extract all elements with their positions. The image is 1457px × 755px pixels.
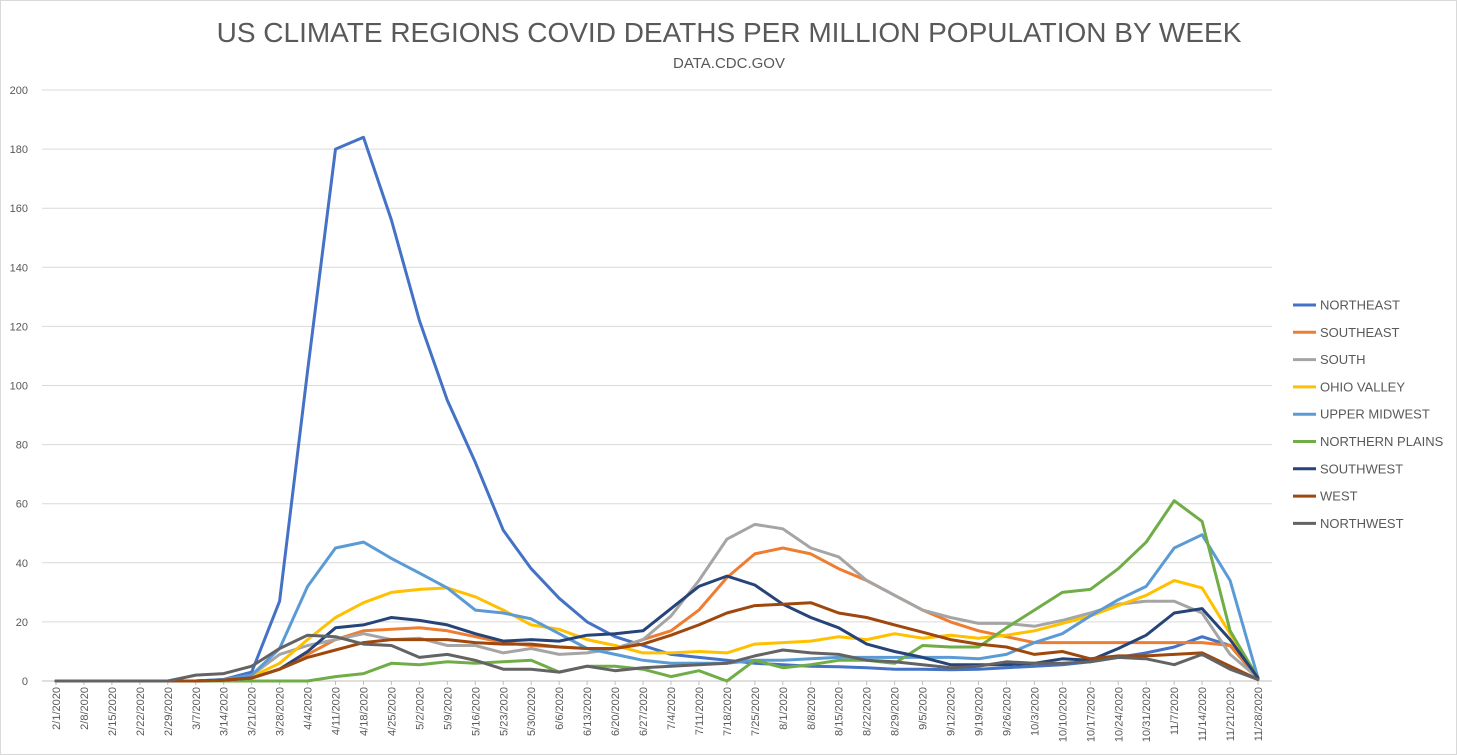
x-tick-label: 8/8/2020: [806, 687, 818, 730]
y-tick-label: 0: [22, 676, 28, 688]
y-tick-label: 20: [16, 617, 28, 629]
legend-label: WEST: [1320, 489, 1358, 504]
series-line-ohio-valley: [54, 579, 1260, 683]
x-tick-label: 2/1/2020: [51, 687, 63, 730]
x-tick-label: 2/15/2020: [107, 687, 119, 736]
y-tick-label: 140: [10, 262, 28, 274]
x-tick-label: 5/16/2020: [470, 687, 482, 736]
legend-label: OHIO VALLEY: [1320, 379, 1405, 394]
x-tick-label: 4/25/2020: [386, 687, 398, 736]
x-tick-label: 9/12/2020: [946, 687, 958, 736]
gridlines: [42, 89, 1272, 682]
x-tick-label: 11/21/2020: [1225, 687, 1237, 741]
x-tick-label: 8/29/2020: [890, 687, 902, 736]
x-tick-label: 9/19/2020: [973, 687, 985, 736]
x-tick-label: 4/18/2020: [358, 687, 370, 736]
x-tick-label: 6/20/2020: [610, 687, 622, 736]
x-tick-label: 6/13/2020: [582, 687, 594, 736]
x-tick-label: 11/7/2020: [1169, 687, 1181, 735]
y-tick-label: 180: [10, 144, 28, 156]
x-tick-label: 10/31/2020: [1141, 687, 1153, 742]
x-tick-label: 11/14/2020: [1197, 687, 1209, 741]
series-lines: [54, 135, 1260, 683]
legend-label: NORTHERN PLAINS: [1320, 434, 1444, 449]
x-tick-label: 4/4/2020: [303, 687, 315, 730]
legend-label: SOUTHWEST: [1320, 461, 1403, 476]
y-tick-label: 80: [16, 440, 28, 452]
x-tick-label: 10/10/2020: [1057, 687, 1069, 742]
x-tick-label: 8/22/2020: [862, 687, 874, 736]
legend-label: SOUTHEAST: [1320, 325, 1400, 340]
x-tick-label: 2/29/2020: [163, 687, 175, 736]
x-tick-label: 7/11/2020: [694, 687, 706, 735]
y-tick-label: 100: [10, 381, 28, 393]
x-tick-label: 10/17/2020: [1085, 687, 1097, 742]
x-tick-label: 3/28/2020: [275, 687, 287, 736]
x-tick-label: 7/4/2020: [666, 687, 678, 730]
x-tick-label: 9/5/2020: [918, 687, 930, 730]
series-line-south: [54, 522, 1260, 683]
series-line-northeast: [54, 135, 1260, 683]
x-tick-label: 5/2/2020: [414, 687, 426, 730]
x-tick-label: 6/6/2020: [554, 687, 566, 730]
x-tick-label: 2/8/2020: [79, 687, 91, 730]
x-tick-label: 5/30/2020: [526, 687, 538, 736]
chart-title: US CLIMATE REGIONS COVID DEATHS PER MILL…: [217, 17, 1242, 48]
y-tick-label: 120: [10, 321, 28, 333]
chart-subtitle: DATA.CDC.GOV: [673, 55, 785, 72]
x-tick-label: 7/18/2020: [722, 687, 734, 736]
x-tick-label: 11/28/2020: [1253, 687, 1265, 741]
x-tick-label: 9/26/2020: [1001, 687, 1013, 736]
x-tick-label: 10/24/2020: [1113, 687, 1125, 742]
series-line-west: [54, 601, 1260, 683]
x-tick-label: 5/23/2020: [498, 687, 510, 736]
series-line-northern-plains: [54, 499, 1260, 683]
y-tick-label: 60: [16, 499, 28, 511]
x-tick-label: 10/3/2020: [1029, 687, 1041, 736]
x-tick-label: 5/9/2020: [442, 687, 454, 730]
legend-label: NORTHWEST: [1320, 516, 1404, 531]
x-tick-label: 3/7/2020: [191, 687, 203, 730]
x-tick-label: 4/11/2020: [331, 687, 343, 735]
y-tick-label: 160: [10, 203, 28, 215]
x-tick-label: 6/27/2020: [638, 687, 650, 736]
y-tick-label: 40: [16, 558, 28, 570]
legend-label: SOUTH: [1320, 352, 1366, 367]
x-tick-label: 8/1/2020: [778, 687, 790, 730]
series-line-northwest: [54, 633, 1260, 683]
x-tick-label: 3/14/2020: [219, 687, 231, 736]
x-tick-label: 8/15/2020: [834, 687, 846, 736]
legend-label: NORTHEAST: [1320, 298, 1400, 313]
x-tick-label: 3/21/2020: [247, 687, 259, 736]
legend-label: UPPER MIDWEST: [1320, 407, 1430, 422]
series-line-upper-midwest: [54, 533, 1260, 683]
y-tick-label: 200: [10, 85, 28, 97]
x-tick-label: 7/25/2020: [750, 687, 762, 736]
legend: NORTHEAST SOUTHEAST SOUTH OHIO VALLEY UPPER …: [1293, 298, 1444, 531]
y-axis-ticks: 0 20 40 60 80 100 120 140 160 180 200: [10, 85, 28, 688]
x-axis-ticks: 2/1/2020 2/8/2020 2/15/2020 2/22/2020 2/29/2…: [51, 681, 1265, 742]
x-tick-label: 2/22/2020: [135, 687, 147, 736]
